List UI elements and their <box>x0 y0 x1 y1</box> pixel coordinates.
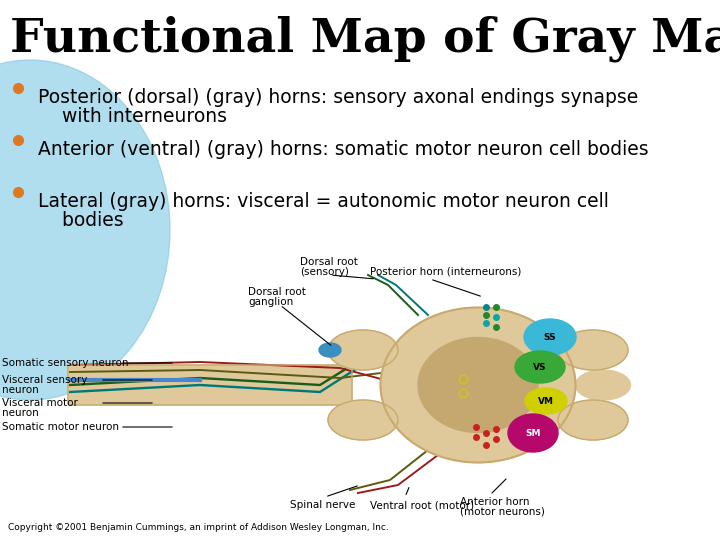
Text: SS: SS <box>544 333 557 341</box>
Ellipse shape <box>525 388 567 414</box>
Text: Dorsal root: Dorsal root <box>300 257 358 267</box>
FancyBboxPatch shape <box>68 365 352 405</box>
Ellipse shape <box>380 307 575 462</box>
Text: SM: SM <box>526 429 541 437</box>
Text: Copyright ©2001 Benjamin Cummings, an imprint of Addison Wesley Longman, Inc.: Copyright ©2001 Benjamin Cummings, an im… <box>8 523 389 532</box>
Text: Anterior horn: Anterior horn <box>460 497 529 507</box>
Text: with interneurons: with interneurons <box>38 107 227 126</box>
Ellipse shape <box>575 370 631 400</box>
Text: Anterior (ventral) (gray) horns: somatic motor neuron cell bodies: Anterior (ventral) (gray) horns: somatic… <box>38 140 649 159</box>
Text: neuron: neuron <box>2 408 39 418</box>
Text: neuron: neuron <box>2 385 39 395</box>
Ellipse shape <box>0 60 170 400</box>
Ellipse shape <box>328 330 398 370</box>
Text: Posterior (dorsal) (gray) horns: sensory axonal endings synapse: Posterior (dorsal) (gray) horns: sensory… <box>38 88 638 107</box>
Text: Somatic motor neuron: Somatic motor neuron <box>2 422 119 432</box>
Ellipse shape <box>418 338 538 433</box>
Text: VM: VM <box>538 396 554 406</box>
Ellipse shape <box>524 319 576 355</box>
Text: ganglion: ganglion <box>248 297 293 307</box>
Ellipse shape <box>328 400 398 440</box>
Text: bodies: bodies <box>38 211 124 230</box>
Text: Posterior horn (interneurons): Posterior horn (interneurons) <box>370 267 521 277</box>
Ellipse shape <box>508 414 558 452</box>
Text: Functional Map of Gray Matter: Functional Map of Gray Matter <box>10 15 720 62</box>
Ellipse shape <box>319 343 341 357</box>
Text: VS: VS <box>534 362 546 372</box>
Text: Dorsal root: Dorsal root <box>248 287 306 297</box>
Text: (motor neurons): (motor neurons) <box>460 507 545 517</box>
Text: Somatic sensory neuron: Somatic sensory neuron <box>2 358 128 368</box>
Ellipse shape <box>558 330 628 370</box>
Text: (sensory): (sensory) <box>300 267 349 277</box>
Ellipse shape <box>558 400 628 440</box>
Ellipse shape <box>515 351 565 383</box>
Text: Ventral root (motor): Ventral root (motor) <box>370 500 474 510</box>
Text: Visceral sensory: Visceral sensory <box>2 375 87 385</box>
Text: Spinal nerve: Spinal nerve <box>290 500 356 510</box>
Text: Visceral motor: Visceral motor <box>2 398 78 408</box>
Text: Lateral (gray) horns: visceral = autonomic motor neuron cell: Lateral (gray) horns: visceral = autonom… <box>38 192 609 211</box>
